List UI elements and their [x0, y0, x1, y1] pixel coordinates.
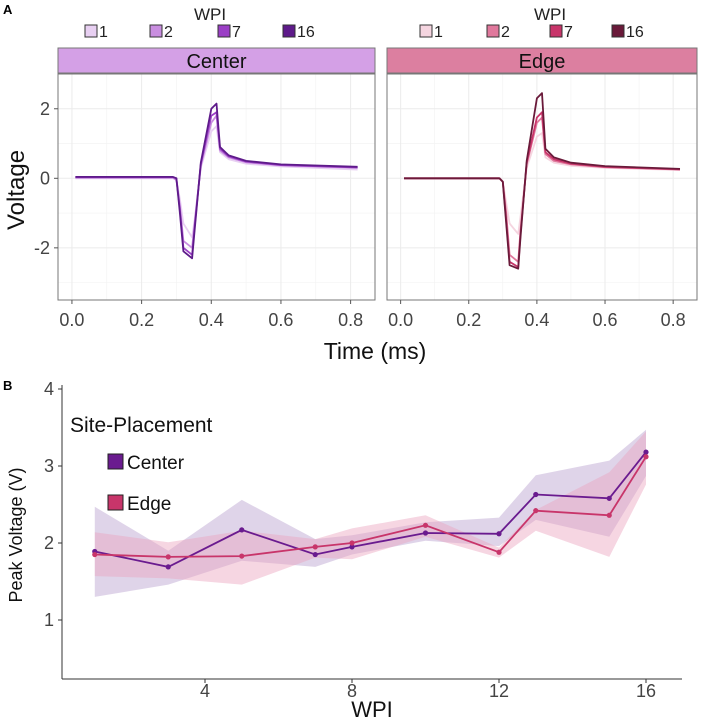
waveform-line-center-wpi-1: [75, 125, 358, 239]
waveform-line-center-wpi-16: [75, 102, 358, 260]
panel-border-edge: [386, 73, 698, 301]
waveform-line-center-wpi-7: [75, 111, 358, 256]
y-axis-title-a: Voltage: [3, 150, 30, 230]
legend-label-center-wpi-1: 1: [99, 24, 108, 41]
x-axis-title-a: Time (ms): [324, 338, 427, 364]
legend-swatch-center-wpi-1: [84, 24, 98, 38]
legend-label-center-wpi-7: 7: [232, 24, 241, 41]
x-tick-label: 0.2: [456, 310, 481, 330]
data-point-center: [312, 551, 318, 558]
legend-label-edge-wpi-7: 7: [564, 24, 573, 41]
data-point-center: [349, 544, 355, 550]
mean-line-center: [94, 451, 647, 568]
legend-swatch-center-wpi-7: [217, 24, 231, 38]
y-tick-label: 0: [40, 168, 50, 188]
y-tick-label-b: 2: [44, 533, 54, 553]
x-tick-label: 0.6: [593, 310, 618, 330]
data-point-edge: [165, 554, 171, 560]
data-point-center: [606, 495, 612, 501]
facet-strip-edge: [386, 47, 698, 74]
data-point-center: [533, 491, 539, 498]
legend-label-edge-wpi-16: 16: [626, 24, 644, 41]
x-axis-title-b: WPI: [351, 697, 393, 718]
data-point-edge: [312, 544, 318, 550]
data-point-edge: [92, 551, 98, 558]
panel-label-b: B: [3, 378, 12, 393]
legend-swatch-center-b: [107, 453, 124, 470]
data-point-edge: [349, 540, 355, 546]
confidence-band-edge: [94, 431, 647, 585]
legend-label-center-wpi-2: 2: [164, 24, 173, 41]
data-point-center: [165, 564, 171, 570]
legend-swatch-center-wpi-16: [282, 24, 296, 38]
confidence-band-center: [94, 429, 647, 597]
x-tick-label-b: 8: [347, 681, 357, 701]
data-point-center: [496, 531, 502, 537]
data-point-center: [422, 530, 429, 536]
data-point-edge: [422, 522, 429, 528]
legend-label-edge-b: Edge: [127, 494, 171, 515]
data-point-edge: [533, 508, 539, 514]
waveform-line-edge-wpi-16: [404, 92, 681, 270]
x-tick-label: 0.2: [129, 310, 154, 330]
panel-border-center: [57, 73, 376, 301]
legend-title-edge: WPI: [534, 5, 566, 24]
y-axis-title-b: Peak Voltage (V): [6, 467, 26, 602]
data-point-center: [643, 449, 649, 455]
y-tick-label: -2: [34, 238, 50, 258]
x-tick-label: 0.4: [524, 310, 549, 330]
data-point-edge: [496, 549, 502, 555]
data-point-edge: [606, 512, 612, 518]
data-point-edge: [239, 553, 245, 559]
legend-label-center-wpi-16: 16: [297, 24, 315, 41]
mean-line-edge: [94, 456, 647, 558]
legend-swatch-edge-b: [107, 494, 124, 511]
data-point-edge: [643, 454, 649, 460]
y-tick-label-b: 4: [44, 379, 54, 399]
facet-strip-label-edge: Edge: [519, 51, 566, 73]
x-tick-label-b: 4: [200, 681, 210, 701]
legend-swatch-edge-wpi-2: [486, 24, 500, 38]
x-tick-label-b: 16: [636, 681, 656, 701]
facet-strip-center: [57, 47, 376, 74]
panel-label-a: A: [3, 2, 13, 17]
x-tick-label: 0.4: [199, 310, 224, 330]
legend-label-center-b: Center: [127, 453, 185, 474]
x-tick-label: 0.0: [388, 310, 413, 330]
legend-label-edge-wpi-1: 1: [434, 24, 443, 41]
y-tick-label-b: 1: [44, 610, 54, 630]
waveform-line-edge-wpi-1: [404, 132, 681, 235]
legend-title-center: WPI: [194, 5, 226, 24]
x-tick-label-b: 12: [489, 681, 509, 701]
y-tick-label-b: 3: [44, 456, 54, 476]
x-tick-label: 0.0: [59, 310, 84, 330]
x-tick-label: 0.8: [661, 310, 686, 330]
legend-swatch-edge-wpi-1: [419, 24, 433, 38]
legend-swatch-edge-wpi-16: [611, 24, 625, 38]
legend-swatch-center-wpi-2: [149, 24, 163, 38]
x-tick-label: 0.6: [268, 310, 293, 330]
x-tick-label: 0.8: [338, 310, 363, 330]
data-point-center: [239, 527, 245, 533]
legend-label-edge-wpi-2: 2: [501, 24, 510, 41]
waveform-line-center-wpi-2: [75, 114, 358, 249]
legend-title-b: Site-Placement: [70, 414, 213, 437]
y-tick-label: 2: [40, 99, 50, 119]
legend-swatch-edge-wpi-7: [549, 24, 563, 38]
facet-strip-label-center: Center: [186, 51, 246, 73]
